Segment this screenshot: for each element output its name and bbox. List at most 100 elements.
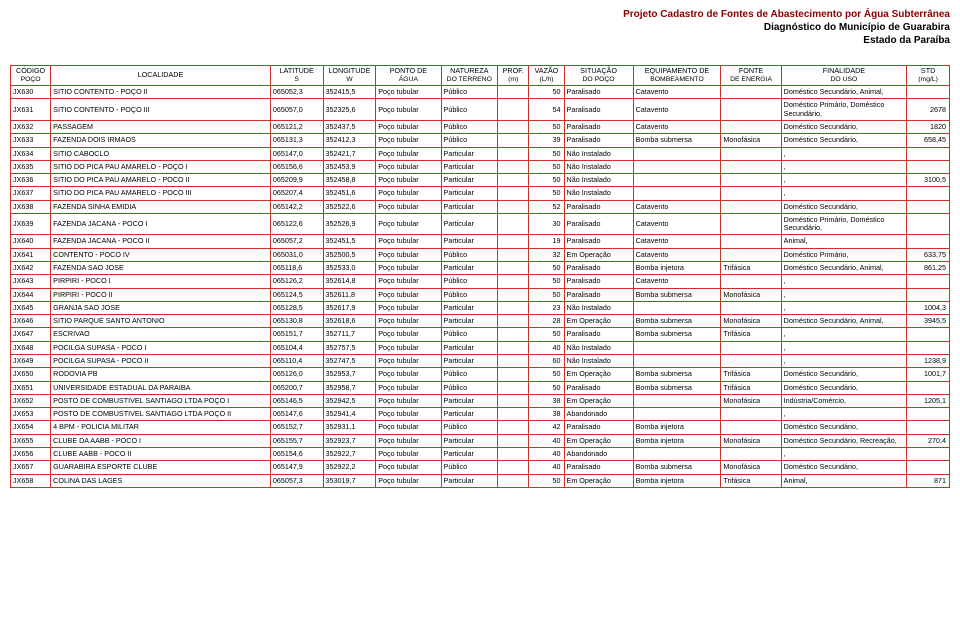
cell-sit: Não Instalado <box>564 174 633 187</box>
cell-nat: Público <box>441 421 497 434</box>
cell-vazao: 54 <box>529 99 564 121</box>
cell-lon: 352614,8 <box>323 275 376 288</box>
cell-codigo: JX651 <box>11 381 51 394</box>
cell-fonte: Monofásica <box>721 134 781 147</box>
cell-ponto: Poço tubular <box>376 474 441 487</box>
cell-lon: 352923,7 <box>323 434 376 447</box>
cell-fonte <box>721 341 781 354</box>
cell-lon: 352437,5 <box>323 120 376 133</box>
cell-fonte: Trifásica <box>721 381 781 394</box>
cell-nat: Particular <box>441 235 497 248</box>
cell-sit: Em Operação <box>564 434 633 447</box>
cell-final: Doméstico Secundário, <box>781 200 907 213</box>
cell-local: CLUBE DA AABB - POCO I <box>51 434 271 447</box>
cell-lat: 065147,0 <box>270 147 323 160</box>
cell-prof <box>498 421 529 434</box>
cell-final: , <box>781 408 907 421</box>
cell-lon: 352617,9 <box>323 301 376 314</box>
cell-final: Doméstico Secundário, <box>781 120 907 133</box>
cell-ponto: Poço tubular <box>376 213 441 235</box>
cell-nat: Particular <box>441 301 497 314</box>
cell-nat: Público <box>441 328 497 341</box>
cell-codigo: JX658 <box>11 474 51 487</box>
cell-lon: 352953,7 <box>323 368 376 381</box>
cell-lat: 065126,0 <box>270 368 323 381</box>
cell-equip: Catavento <box>633 248 721 261</box>
cell-fonte <box>721 421 781 434</box>
cell-lon: 352931,1 <box>323 421 376 434</box>
table-row: JX655CLUBE DA AABB - POCO I065155,735292… <box>11 434 950 447</box>
cell-sit: Paralisado <box>564 213 633 235</box>
cell-local: POSTO DE COMBUSTIVEL SANTIAGO LTDA POÇO … <box>51 394 271 407</box>
cell-equip: Catavento <box>633 99 721 121</box>
cell-final: Animal, <box>781 474 907 487</box>
cell-ponto: Poço tubular <box>376 235 441 248</box>
cell-fonte <box>721 447 781 460</box>
table-row: JX630SITIO CONTENTO - POÇO II065052,3352… <box>11 86 950 99</box>
table-row: JX634SITIO CABOCLO065147,0352421,7Poço t… <box>11 147 950 160</box>
cell-equip <box>633 301 721 314</box>
cell-lon: 352611,8 <box>323 288 376 301</box>
cell-local: CONTENTO - POCO IV <box>51 248 271 261</box>
table-row: JX636SITIO DO PICA PAU AMARELO - POCO II… <box>11 174 950 187</box>
cell-fonte: Monofásica <box>721 288 781 301</box>
cell-sit: Paralisado <box>564 381 633 394</box>
cell-ponto: Poço tubular <box>376 200 441 213</box>
cell-sit: Abandonado <box>564 447 633 460</box>
table-row: JX650RODOVIA PB065126,0352953,7Poço tubu… <box>11 368 950 381</box>
cell-std <box>907 187 950 200</box>
cell-lon: 352500,5 <box>323 248 376 261</box>
cell-nat: Particular <box>441 174 497 187</box>
cell-lat: 065104,4 <box>270 341 323 354</box>
cell-fonte: Trifásica <box>721 368 781 381</box>
cell-prof <box>498 275 529 288</box>
cell-prof <box>498 461 529 474</box>
cell-vazao: 50 <box>529 147 564 160</box>
cell-prof <box>498 408 529 421</box>
cell-lon: 352526,9 <box>323 213 376 235</box>
cell-nat: Particular <box>441 434 497 447</box>
cell-sit: Paralisado <box>564 86 633 99</box>
cell-codigo: JX641 <box>11 248 51 261</box>
cell-fonte: Monofásica <box>721 315 781 328</box>
cell-std: 1238,9 <box>907 355 950 368</box>
cell-std <box>907 461 950 474</box>
cell-local: PASSAGEM <box>51 120 271 133</box>
cell-vazao: 50 <box>529 381 564 394</box>
cell-std: 3945,5 <box>907 315 950 328</box>
cell-codigo: JX636 <box>11 174 51 187</box>
cell-codigo: JX631 <box>11 99 51 121</box>
cell-final: Doméstico Primário, Doméstico Secundário… <box>781 99 907 121</box>
cell-vazao: 28 <box>529 315 564 328</box>
col-fonte: FONTEDE ENERGIA <box>721 66 781 86</box>
cell-std <box>907 213 950 235</box>
cell-codigo: JX656 <box>11 447 51 460</box>
cell-vazao: 60 <box>529 355 564 368</box>
cell-sit: Abandonado <box>564 408 633 421</box>
cell-vazao: 40 <box>529 341 564 354</box>
cell-fonte <box>721 160 781 173</box>
col-ponto: PONTO DEÁGUA <box>376 66 441 86</box>
cell-lon: 352421,7 <box>323 147 376 160</box>
cell-local: FAZENDA SAO JOSE <box>51 262 271 275</box>
table-head: CÓDIGOPOÇO LOCALIDADE LATITUDES LONGITUD… <box>11 66 950 86</box>
table-row: JX643PIRPIRI - POCO I065126,2352614,8Poç… <box>11 275 950 288</box>
cell-vazao: 50 <box>529 474 564 487</box>
cell-equip: Bomba injetora <box>633 434 721 447</box>
cell-codigo: JX630 <box>11 86 51 99</box>
cell-fonte: Monofásica <box>721 394 781 407</box>
cell-equip <box>633 447 721 460</box>
cell-codigo: JX647 <box>11 328 51 341</box>
cell-local: CLUBE AABB - POCO II <box>51 447 271 460</box>
cell-std: 633,75 <box>907 248 950 261</box>
cell-prof <box>498 248 529 261</box>
cell-lon: 352922,2 <box>323 461 376 474</box>
cell-codigo: JX648 <box>11 341 51 354</box>
cell-nat: Particular <box>441 147 497 160</box>
cell-codigo: JX657 <box>11 461 51 474</box>
cell-sit: Paralisado <box>564 328 633 341</box>
cell-nat: Público <box>441 134 497 147</box>
cell-lon: 352747,5 <box>323 355 376 368</box>
cell-prof <box>498 187 529 200</box>
col-lat: LATITUDES <box>270 66 323 86</box>
